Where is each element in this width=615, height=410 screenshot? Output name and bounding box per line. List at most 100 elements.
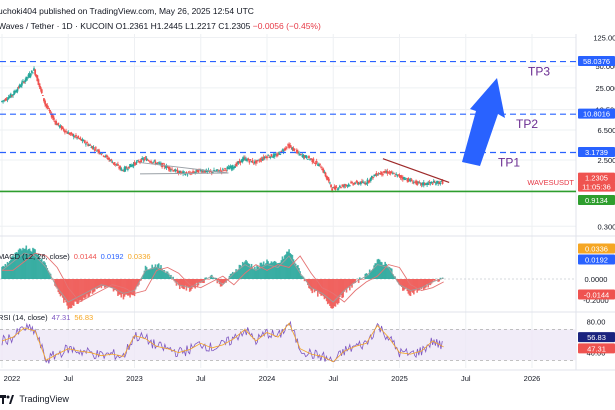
candle-body <box>300 153 303 155</box>
macd-bar <box>81 279 84 301</box>
time-axis[interactable]: 2022 Jul 2023 Jul 2024 Jul 2025 Jul 2026 <box>4 374 541 383</box>
macd-bar <box>66 279 68 306</box>
macd-bar <box>14 252 17 279</box>
candle-body <box>117 164 119 166</box>
macd-bar <box>337 279 340 304</box>
macd-bar <box>145 267 148 279</box>
macd-bar <box>292 259 295 279</box>
candle-body <box>121 169 124 171</box>
candle-body <box>262 156 265 159</box>
candle-body <box>384 170 387 173</box>
macd-bar <box>248 263 251 279</box>
candle-body <box>102 155 105 157</box>
macd-bar <box>231 271 234 279</box>
candle-body <box>389 171 392 174</box>
macd-bar <box>162 270 165 279</box>
macd-bar <box>130 279 132 295</box>
candle-body <box>80 139 83 141</box>
macd-bar <box>69 279 72 309</box>
macd-bar <box>61 279 64 298</box>
macd-bar <box>244 261 246 279</box>
rsi-price-label-rsi: 47.31 <box>587 344 606 353</box>
candle-body <box>134 162 137 165</box>
macd-bar <box>331 279 333 309</box>
candle-body <box>156 162 159 164</box>
candle-body <box>287 144 289 146</box>
candle-body <box>412 181 415 183</box>
macd-bar <box>223 279 225 284</box>
macd-bar <box>93 279 96 292</box>
candle-body <box>334 186 337 190</box>
candle-body <box>18 84 21 88</box>
macd-bar <box>381 262 383 279</box>
macd-bar <box>71 279 74 306</box>
candle-body <box>271 156 274 158</box>
macd-price-label-down: -0.0144 <box>584 291 609 300</box>
macd-bar <box>103 279 106 288</box>
candle-body <box>420 182 423 185</box>
candle-body <box>142 158 145 161</box>
macd-bar <box>310 279 312 291</box>
candle-body <box>185 172 188 174</box>
macd-bar <box>18 248 21 279</box>
x-tick-label: Jul <box>63 374 73 383</box>
rsi-pane[interactable]: RSI (14, close) 47.31 56.83 <box>0 313 576 364</box>
price-pane[interactable]: TP3 TP2 TP1 WAVESUSDT <box>0 60 576 193</box>
candle-body <box>93 149 96 151</box>
candle-body <box>237 161 240 164</box>
macd-bar <box>222 279 224 284</box>
macd-bar <box>354 279 357 283</box>
candle-body <box>186 174 189 176</box>
macd-bar <box>263 264 266 279</box>
candle-body <box>429 182 432 184</box>
macd-bar <box>192 279 194 288</box>
macd-label-bg <box>578 243 615 254</box>
candle-body <box>173 170 176 172</box>
candle-body <box>109 160 112 162</box>
macd-bar <box>201 279 203 283</box>
macd-bar <box>254 266 256 279</box>
macd-bar <box>409 279 412 297</box>
candle-body <box>98 150 101 153</box>
macd-bar <box>182 279 184 289</box>
candle-body <box>167 166 170 170</box>
macd-bar <box>22 247 24 279</box>
macd-pane[interactable]: MACD (12, 26, close) 0.0144 0.0192 0.0336 <box>0 245 576 310</box>
symbol-name[interactable]: Waves / Tether · 1D · KUCOIN <box>0 21 114 31</box>
macd-bar <box>169 276 171 279</box>
candle-body <box>6 99 9 101</box>
candle-body <box>335 187 338 188</box>
candle-body <box>147 160 150 162</box>
candle-body <box>172 170 175 172</box>
macd-bar <box>38 257 41 279</box>
price-label-bg <box>578 181 615 192</box>
macd-bar <box>17 249 20 279</box>
candle-body <box>7 97 10 100</box>
candle-body <box>62 129 65 131</box>
candle-body <box>73 136 76 138</box>
candle-body <box>130 164 133 167</box>
macd-bar <box>375 263 378 279</box>
y-tick-label: 25.0000 <box>595 84 615 93</box>
candle-body <box>71 133 74 136</box>
macd-bar <box>240 266 243 279</box>
price-label-bg <box>578 56 615 67</box>
macd-bar <box>10 259 12 279</box>
macd-bar <box>241 261 244 279</box>
price-axis[interactable]: 125.000050.000025.000012.50006.50002.500… <box>578 34 615 358</box>
candle-body <box>50 113 53 118</box>
candle-body <box>245 158 247 161</box>
candle-body <box>192 171 194 173</box>
candle-body <box>311 158 314 162</box>
candle-body <box>299 154 302 156</box>
candle-body <box>152 161 155 163</box>
candle-body <box>320 167 323 169</box>
macd-bar <box>45 265 47 279</box>
macd-legend-value: 0.0336 <box>128 252 151 261</box>
candle-body <box>386 170 389 174</box>
rsi-ma-line <box>1 322 444 363</box>
chart-canvas[interactable]: TP3 TP2 TP1 WAVESUSDT MACD (12, 26, close) 0… <box>0 0 615 394</box>
candle-body <box>378 173 381 175</box>
macd-histogram <box>1 245 444 310</box>
chart-grid <box>0 34 615 378</box>
